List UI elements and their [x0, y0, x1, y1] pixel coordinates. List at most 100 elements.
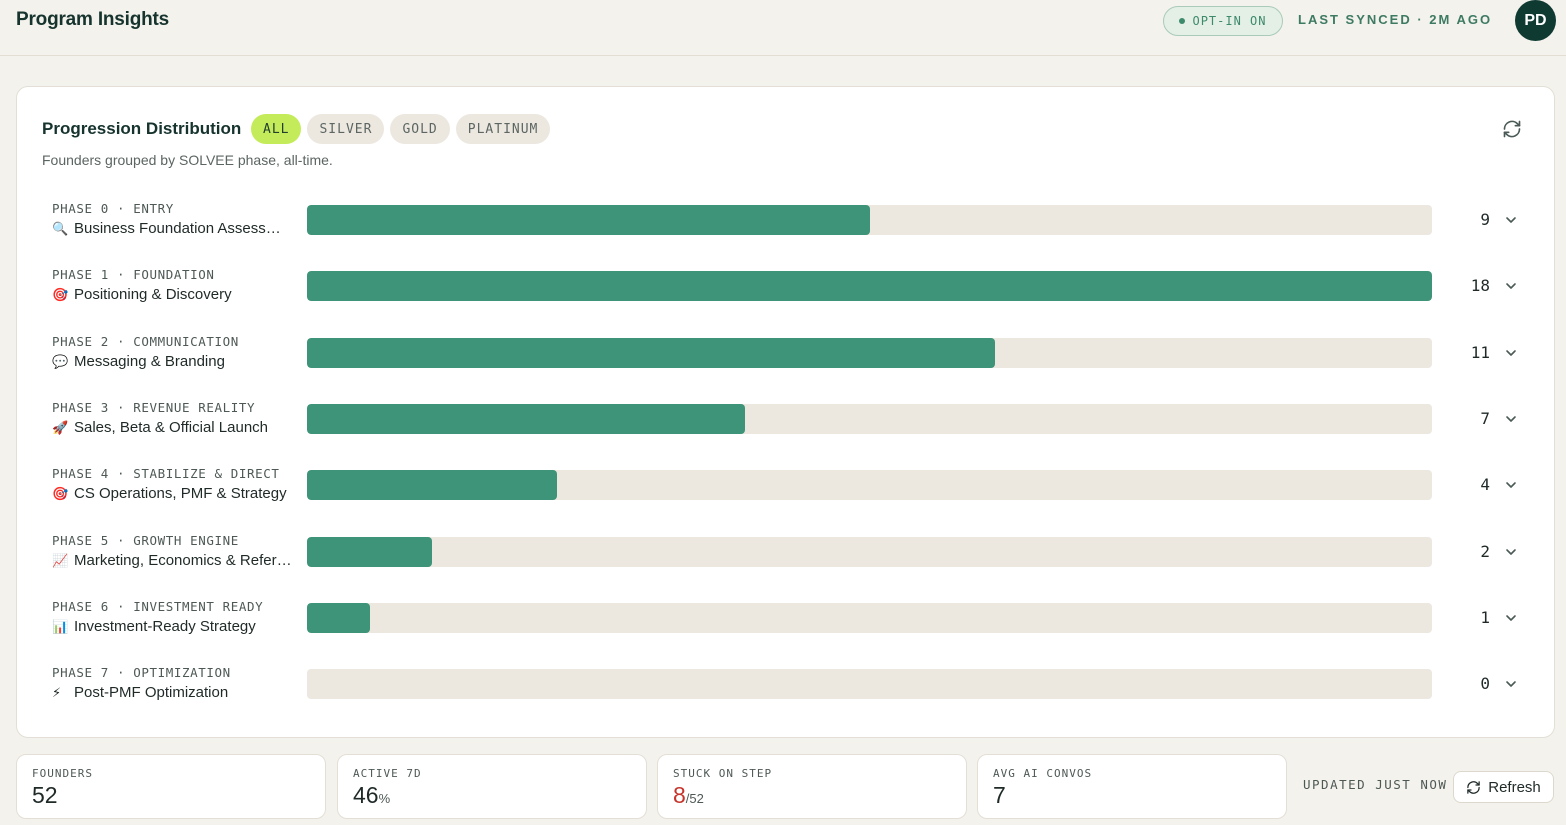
phase-bar-fill	[307, 602, 370, 633]
phase-row[interactable]: PHASE 6 · INVESTMENT READY 📊 Investment-Re…	[17, 591, 1554, 657]
chevron-down-icon[interactable]	[1505, 413, 1517, 425]
phase-name-text: CS Operations, PMF & Strategy	[74, 485, 287, 503]
phase-emoji-icon: ⚡	[52, 685, 62, 701]
phase-bar-fill	[307, 205, 870, 235]
stat-label: AVG AI CONVOS	[993, 767, 1093, 780]
chevron-down-icon[interactable]	[1505, 214, 1517, 226]
card-title: Progression Distribution	[42, 119, 242, 138]
stat-number: 46	[353, 782, 379, 808]
chevron-down-icon[interactable]	[1505, 546, 1517, 558]
phase-count: 4	[1480, 475, 1490, 495]
stat-unit: %	[378, 791, 391, 806]
phase-name: 📊 Investment-Ready Strategy	[52, 618, 292, 635]
phase-name-text: Business Foundation Assessment	[74, 220, 292, 237]
phase-name: 🚀 Sales, Beta & Official Launch	[52, 419, 292, 436]
phase-bar-track	[307, 403, 1432, 434]
phase-emoji-icon: 📊	[52, 618, 69, 634]
phase-row[interactable]: PHASE 0 · ENTRY 🔍 Business Foundation Asse…	[17, 193, 1554, 259]
phase-count: 18	[1470, 276, 1490, 296]
phase-count: 0	[1480, 674, 1490, 694]
card-subtitle: Founders grouped by SOLVEE phase, all-ti…	[42, 152, 333, 168]
opt-in-label: OPT-IN ON	[1192, 14, 1267, 28]
phase-name: 💬 Messaging & Branding	[52, 353, 292, 370]
phase-bar-fill	[307, 337, 995, 368]
refresh-button[interactable]: Refresh	[1453, 771, 1554, 803]
phase-count: 11	[1470, 342, 1490, 362]
stat-value: 52	[32, 782, 58, 809]
phase-label: PHASE 6 · INVESTMENT READY	[52, 598, 264, 614]
phase-row[interactable]: PHASE 7 · OPTIMIZATION ⚡ Post-PMF Optimiza…	[17, 657, 1554, 723]
top-bar: Program Insights OPT-IN ON LAST SYNCED ·…	[0, 0, 1566, 56]
chevron-down-icon[interactable]	[1505, 678, 1517, 690]
stat-value: 46%	[353, 782, 390, 809]
phase-bar-track	[307, 536, 1432, 567]
phase-bar-track	[307, 669, 1432, 700]
stat-label: FOUNDERS	[32, 767, 93, 780]
phase-bar-track	[307, 602, 1432, 633]
phase-row[interactable]: PHASE 3 · REVENUE REALITY 🚀 Sales, Beta & …	[17, 392, 1554, 458]
filter-chip-silver[interactable]: SILVER	[307, 114, 385, 144]
phase-emoji-icon: 🔍	[52, 221, 69, 236]
phase-label: PHASE 7 · OPTIMIZATION	[52, 665, 231, 681]
phase-emoji-icon: 💬	[52, 353, 69, 369]
chevron-down-icon[interactable]	[1505, 479, 1517, 491]
filter-chip-platinum[interactable]: PLATINUM	[455, 114, 551, 144]
stat-unit: /52	[685, 791, 704, 806]
chevron-down-icon[interactable]	[1505, 347, 1517, 359]
stat-stuck-on-step: STUCK ON STEP 8/52	[657, 754, 967, 819]
phase-emoji-icon: 📈	[52, 552, 69, 568]
phase-label: PHASE 5 · GROWTH ENGINE	[52, 532, 239, 548]
phase-count: 7	[1480, 408, 1490, 428]
phase-row[interactable]: PHASE 4 · STABILIZE & DIRECT 🎯 CS Operatio…	[17, 458, 1554, 524]
phase-name: 🎯 Positioning & Discovery	[52, 286, 292, 303]
phase-label: PHASE 2 · COMMUNICATION	[52, 333, 239, 349]
stat-label: ACTIVE 7D	[353, 767, 422, 780]
phase-row[interactable]: PHASE 2 · COMMUNICATION 💬 Messaging & Bran…	[17, 326, 1554, 392]
stat-number: 7	[993, 782, 1006, 808]
updated-label: UPDATED JUST NOW	[1303, 777, 1448, 792]
phase-bar-fill	[307, 403, 745, 434]
page-title: Program Insights	[16, 9, 170, 30]
phase-name-text: Investment-Ready Strategy	[74, 617, 256, 635]
phase-bar-track	[307, 337, 1432, 368]
opt-in-badge[interactable]: OPT-IN ON	[1163, 6, 1283, 36]
phase-name: 🔍 Business Foundation Assessment	[52, 220, 292, 237]
refresh-button-label: Refresh	[1488, 778, 1541, 796]
status-dot-icon	[1179, 18, 1186, 24]
filter-chip-gold[interactable]: GOLD	[390, 114, 450, 144]
progression-card: Progression Distribution ALL SILVER GOLD…	[16, 86, 1555, 738]
filter-chip-all[interactable]: ALL	[251, 114, 302, 144]
stat-number: 52	[32, 782, 58, 808]
refresh-icon[interactable]	[1502, 119, 1522, 139]
phase-name-text: Post-PMF Optimization	[74, 684, 229, 702]
phase-bar-track	[307, 205, 1432, 235]
phase-count: 9	[1480, 210, 1490, 229]
phase-name-text: Positioning & Discovery	[74, 286, 232, 304]
last-synced-label: LAST SYNCED · 2M AGO	[1298, 12, 1493, 27]
stat-founders: FOUNDERS 52	[16, 754, 326, 819]
tier-filter-chips: ALL SILVER GOLD PLATINUM	[251, 114, 551, 144]
chevron-down-icon[interactable]	[1505, 612, 1517, 624]
phase-label: PHASE 3 · REVENUE REALITY	[52, 399, 256, 415]
stat-value: 7	[993, 782, 1006, 809]
phase-name: 📈 Marketing, Economics & Referrals	[52, 552, 292, 569]
phase-bar-fill	[307, 271, 1432, 302]
refresh-icon	[1467, 780, 1480, 794]
phase-bar-fill	[307, 536, 432, 567]
phase-name-text: Marketing, Economics & Referrals	[74, 551, 292, 569]
phase-row[interactable]: PHASE 5 · GROWTH ENGINE 📈 Marketing, Econo…	[17, 525, 1554, 591]
stat-value: 8/52	[673, 782, 704, 809]
phase-bar-fill	[307, 470, 557, 501]
avatar[interactable]: PD	[1515, 0, 1556, 41]
phase-count: 2	[1480, 541, 1490, 561]
stat-avg-ai-convos: AVG AI CONVOS 7	[977, 754, 1287, 819]
phase-row[interactable]: PHASE 1 · FOUNDATION 🎯 Positioning & Disco…	[17, 259, 1554, 325]
phase-emoji-icon: 🎯	[52, 287, 69, 303]
stat-active-7d: ACTIVE 7D 46%	[337, 754, 647, 819]
phase-label: PHASE 4 · STABILIZE & DIRECT	[52, 466, 280, 482]
phase-label: PHASE 1 · FOUNDATION	[52, 267, 215, 283]
phase-emoji-icon: 🎯	[52, 486, 69, 502]
chevron-down-icon[interactable]	[1505, 280, 1517, 292]
phase-name: 🎯 CS Operations, PMF & Strategy	[52, 485, 292, 502]
phase-emoji-icon: 🚀	[52, 419, 69, 435]
